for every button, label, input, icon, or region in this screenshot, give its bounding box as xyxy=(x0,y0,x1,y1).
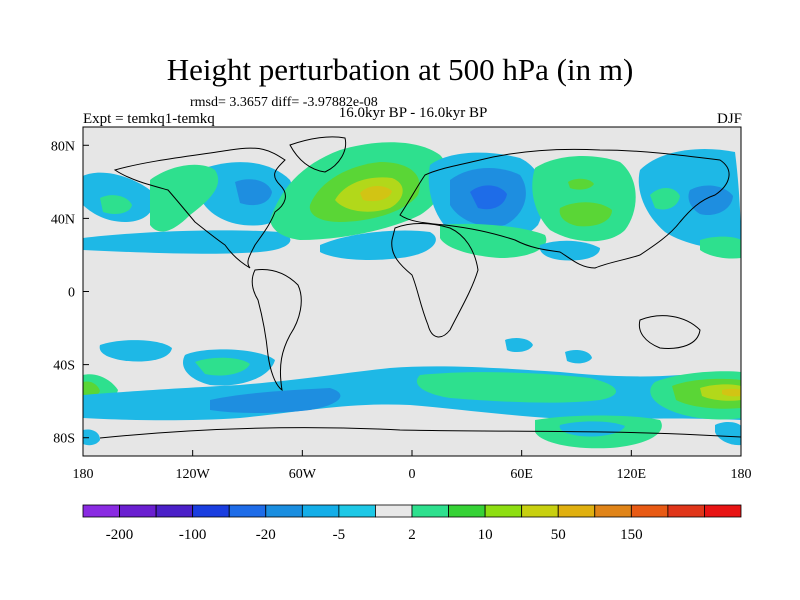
colorbar-swatch xyxy=(82,504,120,518)
period-label: 16.0kyr BP - 16.0kyr BP xyxy=(338,105,488,121)
contour-positive xyxy=(100,195,132,214)
contour-negative xyxy=(505,337,533,353)
contour-negative xyxy=(320,230,436,260)
axis-ticks: 180 120W 60W 0 60E 120E 180 80N 40N 0 40S 80S xyxy=(51,139,752,482)
colorbar-swatch xyxy=(338,504,376,518)
colorbar-swatch xyxy=(375,504,413,518)
colorbar-swatch xyxy=(192,504,230,518)
colorbar-label: -20 xyxy=(256,527,276,543)
colorbar-label: 50 xyxy=(551,527,566,543)
colorbar-swatch xyxy=(301,504,340,518)
experiment-label: Expt = temkq1-temkq xyxy=(83,111,215,127)
contour-positive xyxy=(195,357,250,376)
contour-positive xyxy=(532,156,636,242)
contour-negative xyxy=(688,185,733,216)
colorbar-label: -5 xyxy=(333,527,346,543)
colorbar-swatch xyxy=(411,504,449,518)
contour-positive xyxy=(650,187,680,210)
colorbar-swatch xyxy=(448,504,486,518)
colorbar-swatch xyxy=(594,504,632,518)
contour-field xyxy=(83,127,741,456)
colorbar: -200 -100 -20 -5 2 10 50 150 xyxy=(82,504,742,543)
rmsd-stats: rmsd= 3.3657 diff= -3.97882e-08 xyxy=(190,95,378,110)
contour-positive xyxy=(150,164,219,232)
colorbar-swatch xyxy=(484,504,523,518)
colorbar-label: 10 xyxy=(478,527,493,543)
colorbar-swatch xyxy=(265,504,303,518)
contour-negative xyxy=(715,422,741,446)
colorbar-label: -200 xyxy=(106,527,134,543)
y-tick-label: 0 xyxy=(68,286,75,301)
colorbar-label: 150 xyxy=(620,527,643,543)
y-tick-label: 40N xyxy=(51,212,75,227)
map-title: Height perturbation at 500 hPa (in m) xyxy=(166,52,634,87)
y-tick-label: 40S xyxy=(53,359,75,374)
y-tick-label: 80S xyxy=(53,432,75,447)
colorbar-swatch xyxy=(228,504,267,518)
contour-negative xyxy=(99,340,172,362)
contour-positive xyxy=(559,202,612,227)
contour-negative xyxy=(470,185,507,210)
contour-positive xyxy=(568,178,594,190)
contour-positive xyxy=(700,236,741,259)
contour-positive xyxy=(722,388,741,397)
season-label: DJF xyxy=(716,111,742,127)
contour-positive xyxy=(360,185,392,202)
contour-positive xyxy=(440,223,547,258)
contour-negative xyxy=(83,429,100,446)
contour-negative xyxy=(210,388,341,413)
x-tick-label: 0 xyxy=(409,467,416,482)
colorbar-swatch xyxy=(521,504,559,518)
y-tick-label: 80N xyxy=(51,139,75,154)
contour-positive xyxy=(700,384,741,401)
contour-positive xyxy=(416,372,617,403)
contour-positive xyxy=(83,381,100,398)
colorbar-swatch xyxy=(630,504,669,518)
contour-negative xyxy=(235,179,272,206)
contour-negative xyxy=(565,350,592,364)
x-tick-label: 180 xyxy=(731,467,752,482)
colorbar-swatch xyxy=(704,504,742,518)
colorbar-swatch xyxy=(155,504,194,518)
x-tick-label: 180 xyxy=(73,467,94,482)
x-tick-label: 120W xyxy=(176,467,211,482)
colorbar-swatch xyxy=(119,504,157,518)
colorbar-label: 2 xyxy=(408,527,416,543)
colorbar-swatch xyxy=(557,504,596,518)
x-tick-label: 60W xyxy=(289,467,317,482)
contour-negative xyxy=(539,240,600,261)
contour-negative xyxy=(559,421,625,437)
coastlines xyxy=(99,136,741,439)
colorbar-label: -100 xyxy=(179,527,207,543)
x-tick-label: 60E xyxy=(510,467,533,482)
colorbar-swatch xyxy=(667,504,705,518)
x-tick-label: 120E xyxy=(617,467,647,482)
contour-negative xyxy=(83,230,291,254)
